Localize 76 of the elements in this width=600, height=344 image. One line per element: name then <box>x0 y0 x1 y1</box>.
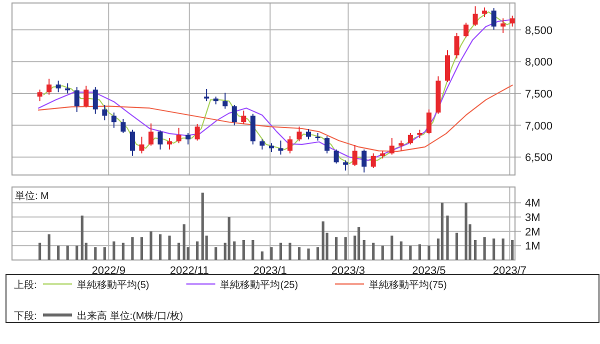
x-tick-label: 2022/11 <box>170 265 209 277</box>
legend: 下段: 出来高 単位:(M株/口/枚) <box>14 311 184 322</box>
bar <box>400 241 402 260</box>
bar <box>440 202 444 260</box>
bar <box>358 227 360 260</box>
bar <box>362 240 366 260</box>
bar <box>196 241 199 260</box>
bar <box>492 238 496 260</box>
bar <box>372 242 375 260</box>
legend-title: 上段: <box>14 279 37 291</box>
bar <box>112 241 116 260</box>
bar <box>66 246 69 260</box>
bar <box>344 237 347 260</box>
annotation: 単位: M <box>15 190 49 202</box>
bar <box>390 236 394 260</box>
bar <box>298 247 301 260</box>
bar <box>94 247 97 260</box>
bar <box>168 236 171 260</box>
bar <box>322 221 324 260</box>
x-tick-label: 2023/1 <box>253 265 287 277</box>
bar <box>464 202 468 260</box>
y-tick-label: 7,000 <box>525 120 553 132</box>
x-tick-label: 2022/9 <box>92 265 126 277</box>
bar <box>131 237 134 260</box>
x-tick-label: 2023/7 <box>492 265 527 277</box>
bar <box>158 234 162 260</box>
bar <box>48 234 50 260</box>
line-series <box>38 84 513 152</box>
bar <box>428 246 430 260</box>
bar <box>474 240 477 260</box>
bar <box>150 231 152 260</box>
legend-title: 下段: <box>14 310 37 322</box>
bar <box>103 247 106 260</box>
bar <box>76 246 78 260</box>
bar <box>446 216 449 260</box>
bar <box>335 237 338 260</box>
bar <box>511 240 514 260</box>
x-tick-label: 2023/5 <box>412 265 446 277</box>
bar <box>57 246 60 260</box>
y-tick-label: 2M <box>525 226 540 238</box>
bar <box>418 244 421 260</box>
bar <box>140 237 144 260</box>
y-tick-label: 8,500 <box>525 24 553 37</box>
y-tick-label: 1M <box>525 240 540 253</box>
bar <box>214 247 218 260</box>
bar <box>182 224 186 260</box>
y-tick-label: 4M <box>525 198 540 210</box>
bar <box>252 240 254 260</box>
y-tick-label: 7,500 <box>525 88 553 100</box>
legend-label: 単純移動平均(5) <box>77 279 150 291</box>
bar <box>455 232 458 260</box>
bar <box>483 237 486 260</box>
bar <box>270 247 273 260</box>
bar <box>502 238 504 260</box>
legend-label: 単純移動平均(75) <box>369 279 447 291</box>
x-tick-label: 2023/3 <box>331 265 366 277</box>
bar <box>307 248 310 260</box>
bar <box>122 242 124 260</box>
legend-label: 単純移動平均(25) <box>220 279 298 291</box>
bar <box>288 242 292 260</box>
legend-label: 出来高 単位:(M株/口/枚) <box>77 310 184 322</box>
bar <box>201 192 204 260</box>
bar <box>80 216 84 260</box>
y-tick-label: 3M <box>525 212 540 224</box>
bar <box>233 241 236 260</box>
y-tick-label: 8,000 <box>525 56 553 69</box>
bar <box>316 247 320 260</box>
bar <box>177 242 180 260</box>
bar <box>381 246 384 260</box>
bar <box>242 240 245 260</box>
bar <box>260 251 264 260</box>
bar <box>409 246 412 260</box>
bar <box>279 242 282 260</box>
bar <box>228 217 230 260</box>
y-tick-label: 6,500 <box>525 152 553 164</box>
bar <box>38 242 42 260</box>
